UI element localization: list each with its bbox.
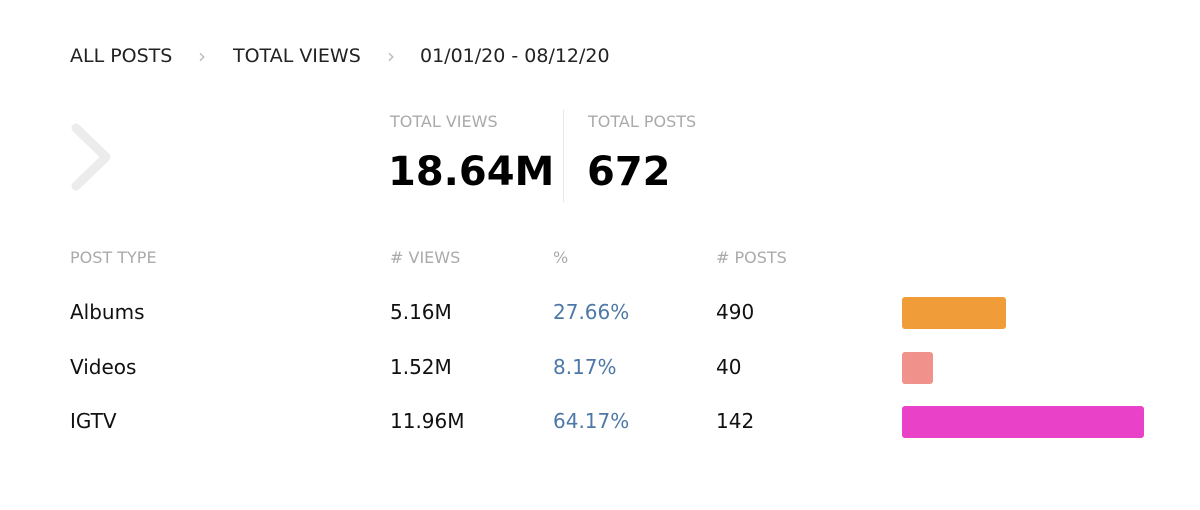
percent: 64.17% [553,409,630,433]
views: 5.16M [390,300,452,324]
views: 11.96M [390,409,465,433]
post-type: Videos [70,355,137,379]
percent-bar [902,352,933,384]
percent: 8.17% [553,355,617,379]
column-header: POST TYPE [70,248,157,267]
percent-bar [902,297,1007,329]
back-arrow[interactable] [66,120,116,195]
column-header: % [553,248,569,267]
percent: 27.66% [553,300,630,324]
stat-value: 672 [587,149,671,195]
post-type: Albums [70,300,145,324]
divider [563,110,564,202]
column-header: # POSTS [716,248,787,267]
post-type: IGTV [70,409,117,433]
stat-value: 18.64M [388,149,555,195]
posts: 40 [716,355,742,379]
views: 1.52M [390,355,452,379]
posts: 490 [716,300,755,324]
chevron: › [387,44,395,68]
stat-label: TOTAL VIEWS [390,112,498,131]
breadcrumb-item: 01/01/20 - 08/12/20 [420,45,610,67]
posts: 142 [716,409,755,433]
breadcrumb-item[interactable]: ALL POSTS [70,45,173,67]
breadcrumb-item[interactable]: TOTAL VIEWS [233,45,361,67]
percent-bar [902,406,1144,438]
column-header: # VIEWS [390,248,461,267]
chevron: › [198,44,206,68]
stat-label: TOTAL POSTS [588,112,697,131]
